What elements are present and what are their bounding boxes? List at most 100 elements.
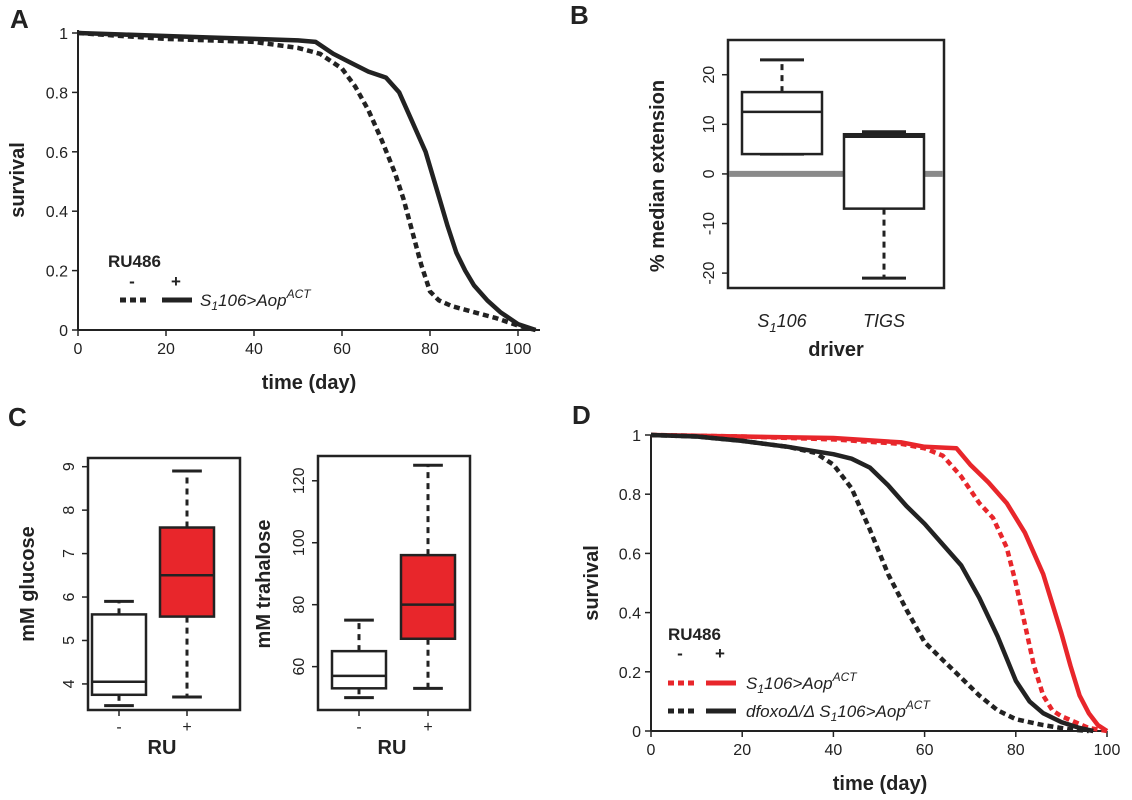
panel-a-x-tick-label: 0 xyxy=(74,341,83,358)
panel-a-legend-sub: 1 xyxy=(211,299,218,313)
panel-a-x-tick-label: 60 xyxy=(333,341,351,358)
panel-b-y-tick-label: 20 xyxy=(701,66,718,84)
panel-d-legend-1-middle: 106>Aop xyxy=(764,674,833,693)
panel-a-y-tick-label: 0.8 xyxy=(46,85,68,102)
panel-a-y-label: survival xyxy=(7,142,29,218)
panel-b-iqr-box xyxy=(740,90,824,156)
panel-c-trahalose-iqr-box xyxy=(399,553,457,641)
panel-b-category-main: TIGS xyxy=(863,311,905,331)
panel-c-trahalose-y-label: mM trahalose xyxy=(253,520,275,649)
panel-c-glucose-box-2 xyxy=(158,469,216,699)
panel-a-legend-plus: + xyxy=(171,272,181,291)
panel-b-category-label: S1106 xyxy=(757,311,807,335)
panel-d-x-tick-label: 20 xyxy=(733,742,751,759)
panel-d-y-tick-label: 0.6 xyxy=(619,546,641,563)
panel-d-legend-plus: + xyxy=(715,644,725,663)
panel-c-glucose-y-tick-label: 7 xyxy=(61,549,78,558)
panel-d-legend-2-prefix: dfoxoΔ/Δ S xyxy=(746,702,831,721)
panel-a-y-tick-label: 0.2 xyxy=(46,264,68,281)
panel-c-trahalose-y-tick-label: 120 xyxy=(291,467,308,494)
panel-d-x-tick-label: 60 xyxy=(916,742,934,759)
panel-c-glucose-y-tick-label: 9 xyxy=(61,462,78,471)
panel-c-glucose-y-tick-label: 4 xyxy=(61,679,78,688)
panel-d-legend-label-2: dfoxoΔ/Δ S1106>AopACT xyxy=(746,698,931,724)
panel-b-category-rest: 106 xyxy=(777,311,808,331)
panel-d-legend-header: RU486 xyxy=(668,625,721,644)
panel-d-x-tick-label: 100 xyxy=(1094,742,1121,759)
panel-b-x-label: driver xyxy=(808,339,864,361)
panel-a-y-tick-label: 0.4 xyxy=(46,204,68,221)
panel-d-x-tick-label: 0 xyxy=(647,742,656,759)
panel-c-trahalose-x-tick-label: - xyxy=(356,719,361,736)
panel-c-trahalose-y-tick-label: 60 xyxy=(291,658,308,676)
panel-c-trahalose-y-tick-label: 80 xyxy=(291,596,308,614)
panel-d: 0 0.2 0.4 0.6 0.8 1 0 20 40 60 80 100 time (day) s… xyxy=(581,428,1120,795)
panel-c-glucose-y-tick-label: 5 xyxy=(61,636,78,645)
panel-a-legend: RU486 - + S1106>AopACT xyxy=(108,252,312,313)
panel-d-y-tick-label: 0 xyxy=(632,724,641,741)
panel-a-legend-minus: - xyxy=(129,272,135,291)
panel-c-glucose-iqr-box xyxy=(158,526,216,618)
panel-c-trahalose-box-1 xyxy=(330,618,388,700)
panel-d-legend-2-sup: ACT xyxy=(905,698,932,712)
panel-d-legend-1-prefix: S xyxy=(746,674,758,693)
panel-b-box-1 xyxy=(740,58,824,156)
panel-a-x-tick-label: 80 xyxy=(421,341,439,358)
panel-d-y-tick-label: 0.2 xyxy=(619,665,641,682)
panel-c-glucose: 4 5 6 7 8 9 - + RU mM glucose xyxy=(17,456,242,759)
panel-b-y-tick-label: -20 xyxy=(701,261,718,284)
panel-letter-a: A xyxy=(10,4,29,34)
panel-c-glucose-frame xyxy=(86,456,242,712)
panel-a-series-line-solid xyxy=(77,30,537,333)
panel-letter-b: B xyxy=(570,0,589,30)
panel-a-legend-sup: ACT xyxy=(286,287,313,301)
panel-c-trahalose-y-tick-label: 100 xyxy=(291,529,308,556)
panel-d-legend: RU486 - + S1106>AopACT dfoxoΔ/Δ S1106>Ao… xyxy=(668,625,931,724)
panel-a-legend-header: RU486 xyxy=(108,252,161,271)
panel-d-x-label: time (day) xyxy=(833,773,927,795)
panel-d-series-line-solid xyxy=(650,432,1094,734)
panel-b-category-label: TIGS xyxy=(863,311,905,331)
panel-a-y-tick-label: 0.6 xyxy=(46,145,68,162)
panel-a-legend-label: S1106>AopACT xyxy=(200,287,312,313)
panel-a: 0 0.2 0.4 0.6 0.8 1 0 20 40 60 80 100 time (day) s… xyxy=(7,26,540,394)
panel-c-glucose-x-tick-label: - xyxy=(116,719,121,736)
panel-a-x-label: time (day) xyxy=(262,372,356,394)
panel-a-y-tick-label: 0 xyxy=(59,323,68,340)
panel-d-x-tick-label: 40 xyxy=(825,742,843,759)
panel-a-legend-prefix: S xyxy=(200,291,212,310)
panel-c-trahalose-x-tick-label: + xyxy=(423,719,432,736)
panel-c-glucose-y-tick-label: 8 xyxy=(61,506,78,515)
panel-a-x-tick-label: 20 xyxy=(157,341,175,358)
panel-a-y-tick-label: 1 xyxy=(59,26,68,43)
panel-d-x-tick-label: 80 xyxy=(1007,742,1025,759)
panel-d-legend-label-1: S1106>AopACT xyxy=(746,670,858,696)
panel-b: 20 10 0 -10 -20 S1106 TIGS driver % median ex… xyxy=(647,38,946,361)
panel-d-y-tick-label: 0.8 xyxy=(619,487,641,504)
panel-d-y-label: survival xyxy=(581,545,603,621)
panel-d-legend-2-sub: 1 xyxy=(831,710,838,724)
panel-a-x-tick-label: 40 xyxy=(245,341,263,358)
panel-c-glucose-x-label: RU xyxy=(148,737,177,759)
panel-c-trahalose-frame xyxy=(316,454,472,712)
panel-a-legend-middle: 106>Aop xyxy=(218,291,287,310)
panel-d-legend-1-sub: 1 xyxy=(757,682,764,696)
panel-b-box-2 xyxy=(842,130,926,280)
panel-c-trahalose-box-2 xyxy=(399,463,457,690)
panel-a-x-tick-label: 100 xyxy=(505,341,532,358)
panel-c-trahalose-x-label: RU xyxy=(378,737,407,759)
panel-d-legend-minus: - xyxy=(677,644,683,663)
panel-b-category-main: S xyxy=(757,311,769,331)
panel-b-y-tick-label: 0 xyxy=(701,169,718,178)
panel-b-y-tick-label: 10 xyxy=(701,115,718,133)
panel-d-legend-1-sup: ACT xyxy=(832,670,859,684)
panel-d-y-tick-label: 1 xyxy=(632,428,641,445)
panel-c-glucose-x-tick-label: + xyxy=(182,719,191,736)
panel-letter-c: C xyxy=(8,402,27,432)
panel-d-y-tick-label: 0.4 xyxy=(619,606,641,623)
panel-letter-d: D xyxy=(572,400,591,430)
panel-c-glucose-y-tick-label: 6 xyxy=(61,592,78,601)
panel-b-frame xyxy=(726,38,946,290)
panel-b-category-sub: 1 xyxy=(769,320,776,335)
